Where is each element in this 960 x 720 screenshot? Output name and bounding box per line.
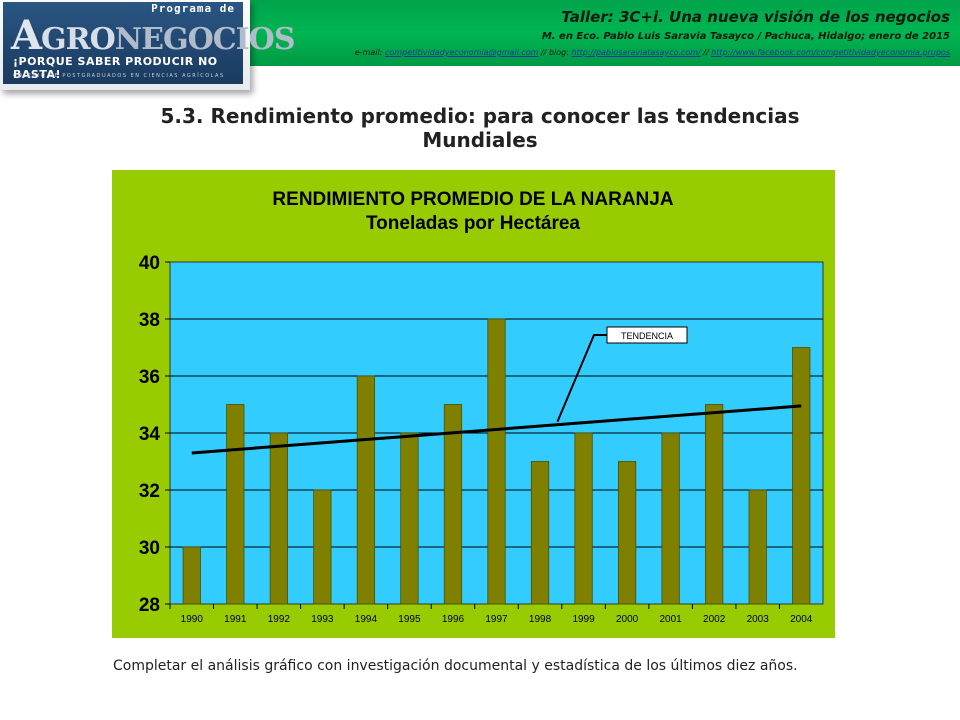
x-tick-label: 1995 (398, 614, 421, 625)
bar (182, 546, 201, 605)
y-tick-label: 40 (139, 253, 160, 274)
x-tick-label: 1993 (311, 614, 334, 625)
bar (574, 432, 593, 605)
bar (443, 404, 463, 605)
x-tick-label: 1997 (485, 614, 508, 625)
workshop-title: Taller: 3C+i. Una nueva visión de los ne… (561, 8, 950, 26)
slide-title-line1: 5.3. Rendimiento promedio: para conocer … (160, 104, 800, 128)
bar (313, 489, 332, 605)
email-link[interactable]: competitividadyeconomia@gmail.com (384, 48, 539, 57)
y-tick-label: 34 (139, 424, 161, 445)
agronegocios-logo: Programa de AGRONEGOCIOS ¡PORQUE SABER P… (0, 0, 295, 90)
x-tick-label: 1994 (355, 614, 378, 625)
blog-link[interactable]: http://pablosaraviatasayco.com/ (571, 48, 701, 57)
email-prefix: e-mail: (354, 48, 385, 57)
x-tick-label: 1992 (268, 614, 291, 625)
bar (400, 432, 419, 605)
logo-box: Programa de AGRONEGOCIOS ¡PORQUE SABER P… (3, 2, 295, 84)
logo-name-gro: GRO (41, 22, 116, 57)
bar (530, 461, 550, 605)
bar (269, 432, 288, 605)
caption: Completar el análisis gráfico con invest… (113, 658, 798, 674)
bar (705, 404, 724, 605)
author-line: M. en Eco. Pablo Luis Saravia Tasayco / … (541, 31, 950, 42)
bar (226, 404, 245, 605)
x-tick-label: 1996 (442, 614, 465, 625)
y-tick-label: 38 (139, 310, 160, 331)
bar (487, 318, 506, 605)
x-tick-label: 2004 (790, 614, 813, 625)
logo-college: COLEGIO DE POSTGRADUADOS EN CIENCIAS AGR… (13, 73, 225, 79)
bar (356, 375, 376, 605)
y-tick-label: 36 (139, 367, 160, 388)
facebook-link[interactable]: http://www.facebook.com/competitividadye… (711, 48, 950, 57)
header-texts: Taller: 3C+i. Una nueva visión de los ne… (355, 8, 950, 58)
bar (792, 347, 811, 605)
link-separator: // (700, 48, 712, 57)
y-tick-label: 30 (139, 538, 160, 559)
x-tick-label: 2003 (747, 614, 770, 625)
trend-callout-box (606, 326, 688, 344)
y-axis-ticks: 28 30 32 34 36 38 40 (139, 253, 170, 616)
y-tick-label: 28 (139, 595, 160, 616)
contact-line: e-mail: competitividadyeconomia@gmail.co… (355, 48, 950, 58)
y-tick-label: 32 (139, 481, 160, 502)
x-tick-label: 1990 (181, 614, 204, 625)
x-tick-label: 1991 (224, 614, 247, 625)
logo-programa: Programa de (151, 2, 235, 15)
trend-line (191, 404, 802, 455)
logo-name-rest: NEGOCIOS (114, 22, 296, 57)
x-tick-label: 1999 (572, 614, 595, 625)
logo-name-a: A (11, 12, 42, 59)
x-tick-label: 2002 (703, 614, 726, 625)
logo-slogan: ¡PORQUE SABER PRODUCIR NO BASTA! (13, 55, 218, 81)
bar (661, 432, 680, 605)
x-axis-ticks: 1990 1991 1992 1993 1994 1995 1996 1997 1998 1999… (169, 604, 813, 625)
bar (617, 461, 637, 605)
logo-name: AGRONEGOCIOS (11, 12, 296, 59)
trend-callout-label: TENDENCIA (621, 331, 673, 341)
bar (748, 489, 767, 605)
trend-callout-line (556, 334, 607, 423)
x-tick-label: 2001 (660, 614, 683, 625)
chart-title: RENDIMIENTO PROMEDIO DE LA NARANJA (272, 189, 673, 210)
blog-prefix: // blog: (538, 48, 572, 57)
x-tick-label: 1998 (529, 614, 552, 625)
slide-title-line2: Mundiales (422, 128, 538, 152)
bars (182, 318, 811, 605)
chart-subtitle: Toneladas por Hectárea (366, 213, 580, 234)
slide-title: 5.3. Rendimiento promedio: para conocer … (110, 104, 850, 152)
x-tick-label: 2000 (616, 614, 639, 625)
